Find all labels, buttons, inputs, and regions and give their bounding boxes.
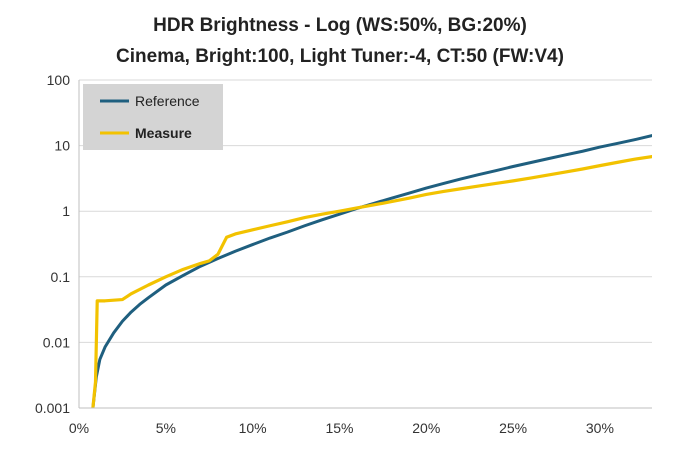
legend-label-measure: Measure bbox=[135, 125, 192, 141]
legend: Reference Measure bbox=[83, 84, 223, 150]
x-tick-label: 15% bbox=[325, 420, 353, 436]
tick-label-layer: 0.001 0.01 0.1 1 10 100 0% 5% 10% 15% 20% 25% 30% bbox=[35, 72, 614, 436]
chart-subtitle: Cinema, Bright:100, Light Tuner:-4, CT:5… bbox=[116, 46, 564, 67]
x-tick-label: 5% bbox=[156, 420, 176, 436]
y-tick-label: 1 bbox=[62, 203, 70, 219]
x-tick-label: 10% bbox=[239, 420, 267, 436]
x-tick-label: 30% bbox=[586, 420, 614, 436]
y-tick-label: 10 bbox=[54, 138, 70, 154]
axis-layer bbox=[78, 80, 652, 409]
x-tick-label: 25% bbox=[499, 420, 527, 436]
legend-label-reference: Reference bbox=[135, 93, 200, 109]
y-tick-label: 0.01 bbox=[43, 334, 70, 350]
chart-title: HDR Brightness - Log (WS:50%, BG:20%) bbox=[153, 15, 527, 36]
series-layer bbox=[91, 134, 652, 408]
y-tick-label: 100 bbox=[47, 72, 71, 88]
series-line-measure bbox=[91, 154, 652, 408]
x-tick-label: 20% bbox=[412, 420, 440, 436]
series-line-reference bbox=[91, 134, 652, 408]
y-tick-label: 0.1 bbox=[51, 269, 71, 285]
legend-box bbox=[83, 84, 223, 150]
x-tick-label: 0% bbox=[69, 420, 89, 436]
y-tick-label: 0.001 bbox=[35, 400, 70, 416]
